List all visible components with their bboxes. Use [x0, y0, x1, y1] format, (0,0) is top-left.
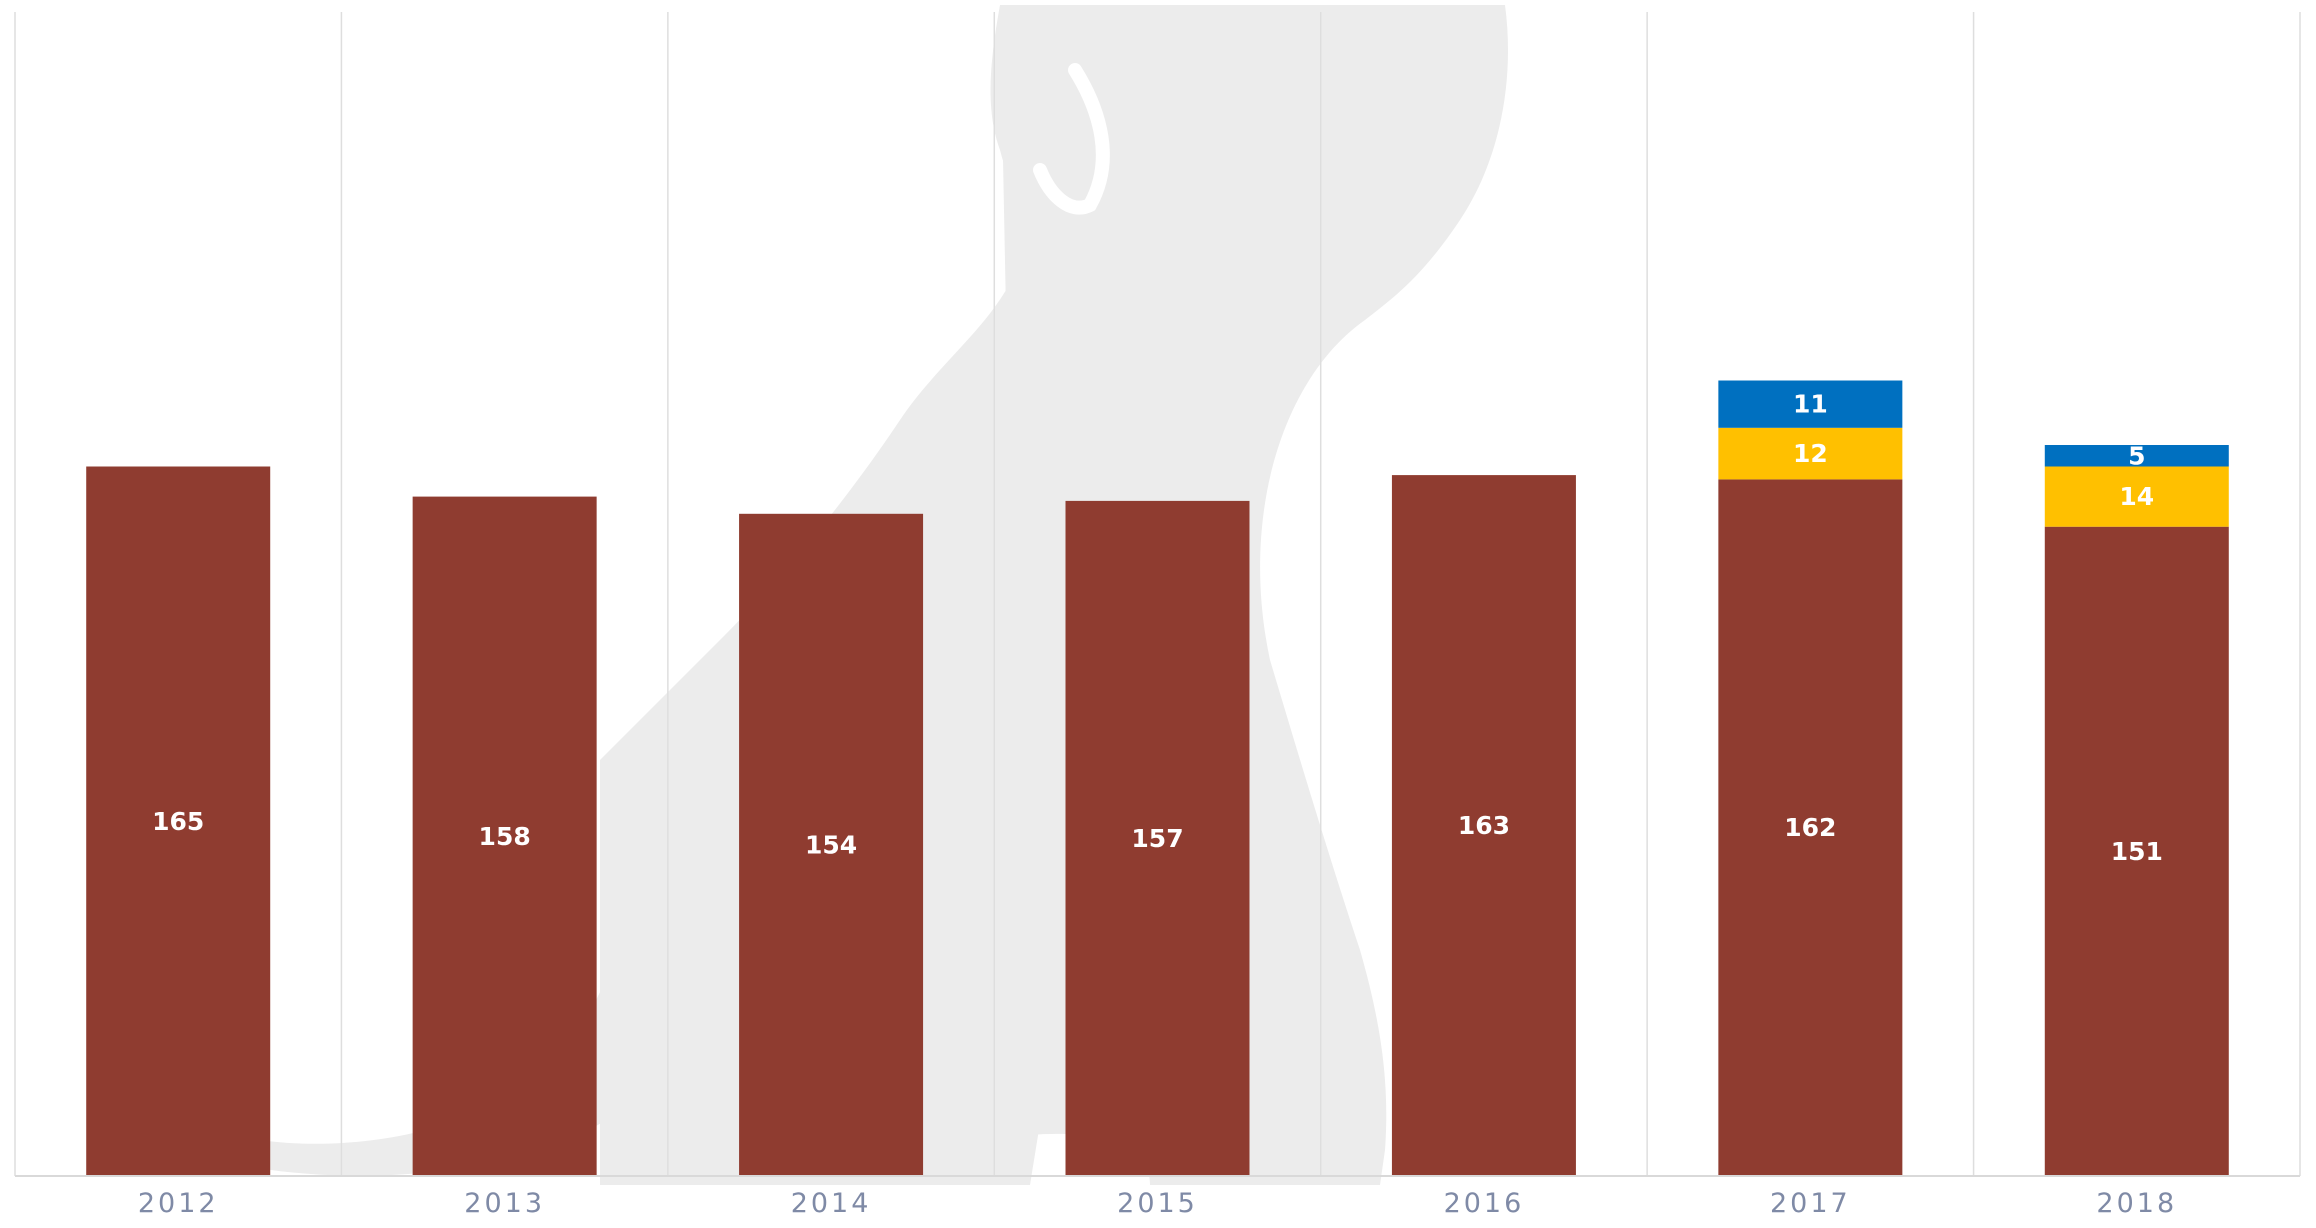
x-tick-label-2012: 2012	[138, 1188, 219, 1219]
x-axis: 2012 2013 2014 2015 2016 2017 2018	[15, 1175, 2300, 1219]
data-label-2012-segment-1: 165	[152, 807, 204, 836]
bar-2017-segment-1	[1718, 479, 1903, 1176]
x-tick-label-2013: 2013	[464, 1188, 545, 1219]
data-label-2018-segment-1: 151	[2111, 837, 2163, 866]
x-tick-label-2014: 2014	[791, 1188, 872, 1219]
data-label-2018-segment-2: 14	[2119, 482, 2154, 511]
bar-2012-segment-1	[86, 466, 271, 1176]
dog-ear-shape	[1033, 63, 1110, 215]
bar-2017-segment-3	[1718, 380, 1903, 428]
bar-2013-segment-1	[412, 496, 597, 1177]
data-label-2017-segment-1: 162	[1784, 813, 1836, 842]
data-label-2013-segment-1: 158	[479, 822, 531, 851]
bars	[86, 380, 2229, 1177]
data-labels: 165 158 154 157 163 162 12 11 151 14 5	[152, 390, 2163, 866]
x-tick-label-2018: 2018	[2096, 1188, 2177, 1219]
data-label-2017-segment-2: 12	[1793, 439, 1828, 468]
bar-2015-segment-1	[1065, 500, 1250, 1176]
data-label-2016-segment-1: 163	[1458, 811, 1510, 840]
data-label-2014-segment-1: 154	[805, 830, 857, 859]
bar-2018-segment-3	[2044, 445, 2229, 467]
gridlines	[14, 12, 2301, 1176]
bar-2018-segment-1	[2044, 526, 2229, 1176]
data-label-2017-segment-3: 11	[1793, 390, 1828, 419]
x-tick-label-2017: 2017	[1770, 1188, 1851, 1219]
data-label-2015-segment-1: 157	[1131, 824, 1183, 853]
data-label-2018-segment-3: 5	[2128, 441, 2145, 470]
bar-2018-segment-2	[2044, 466, 2229, 527]
bar-2014-segment-1	[739, 513, 924, 1176]
x-tick-label-2015: 2015	[1117, 1188, 1198, 1219]
bar-2016-segment-1	[1391, 475, 1576, 1177]
bar-2017-segment-2	[1718, 427, 1903, 480]
x-tick-label-2016: 2016	[1444, 1188, 1525, 1219]
